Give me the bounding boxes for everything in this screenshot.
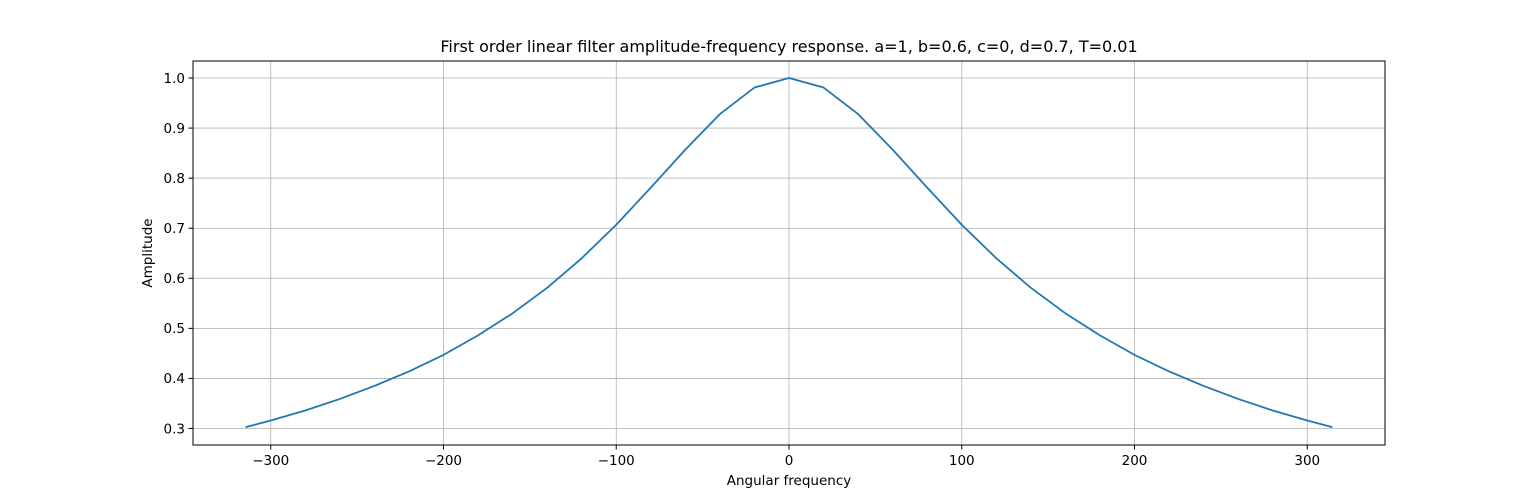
x-tick-label: −300 <box>252 453 289 469</box>
x-tick-label: 300 <box>1294 453 1320 469</box>
y-tick-label: 0.8 <box>164 171 185 187</box>
x-axis-ticks: −300 −200 −100 0 100 200 300 <box>252 445 1320 469</box>
grid <box>193 61 1385 445</box>
x-tick-label: −200 <box>425 453 462 469</box>
x-axis-label: Angular frequency <box>727 473 852 489</box>
x-tick-label: −100 <box>598 453 635 469</box>
y-tick-label: 0.3 <box>164 421 185 437</box>
y-axis-ticks: 0.3 0.4 0.5 0.6 0.7 0.8 0.9 1.0 <box>164 71 193 437</box>
x-tick-label: 0 <box>785 453 794 469</box>
y-tick-label: 1.0 <box>164 71 185 87</box>
y-tick-label: 0.6 <box>164 271 185 287</box>
series-layer <box>245 77 1333 428</box>
y-tick-label: 0.4 <box>164 371 185 387</box>
x-tick-label: 200 <box>1122 453 1148 469</box>
series-line <box>245 77 1333 428</box>
y-tick-label: 0.7 <box>164 221 185 237</box>
y-tick-label: 0.5 <box>164 321 185 337</box>
y-axis-label: Amplitude <box>140 218 156 287</box>
chart-title: First order linear filter amplitude-freq… <box>440 37 1137 56</box>
x-tick-label: 100 <box>949 453 975 469</box>
y-tick-label: 0.9 <box>164 121 185 137</box>
